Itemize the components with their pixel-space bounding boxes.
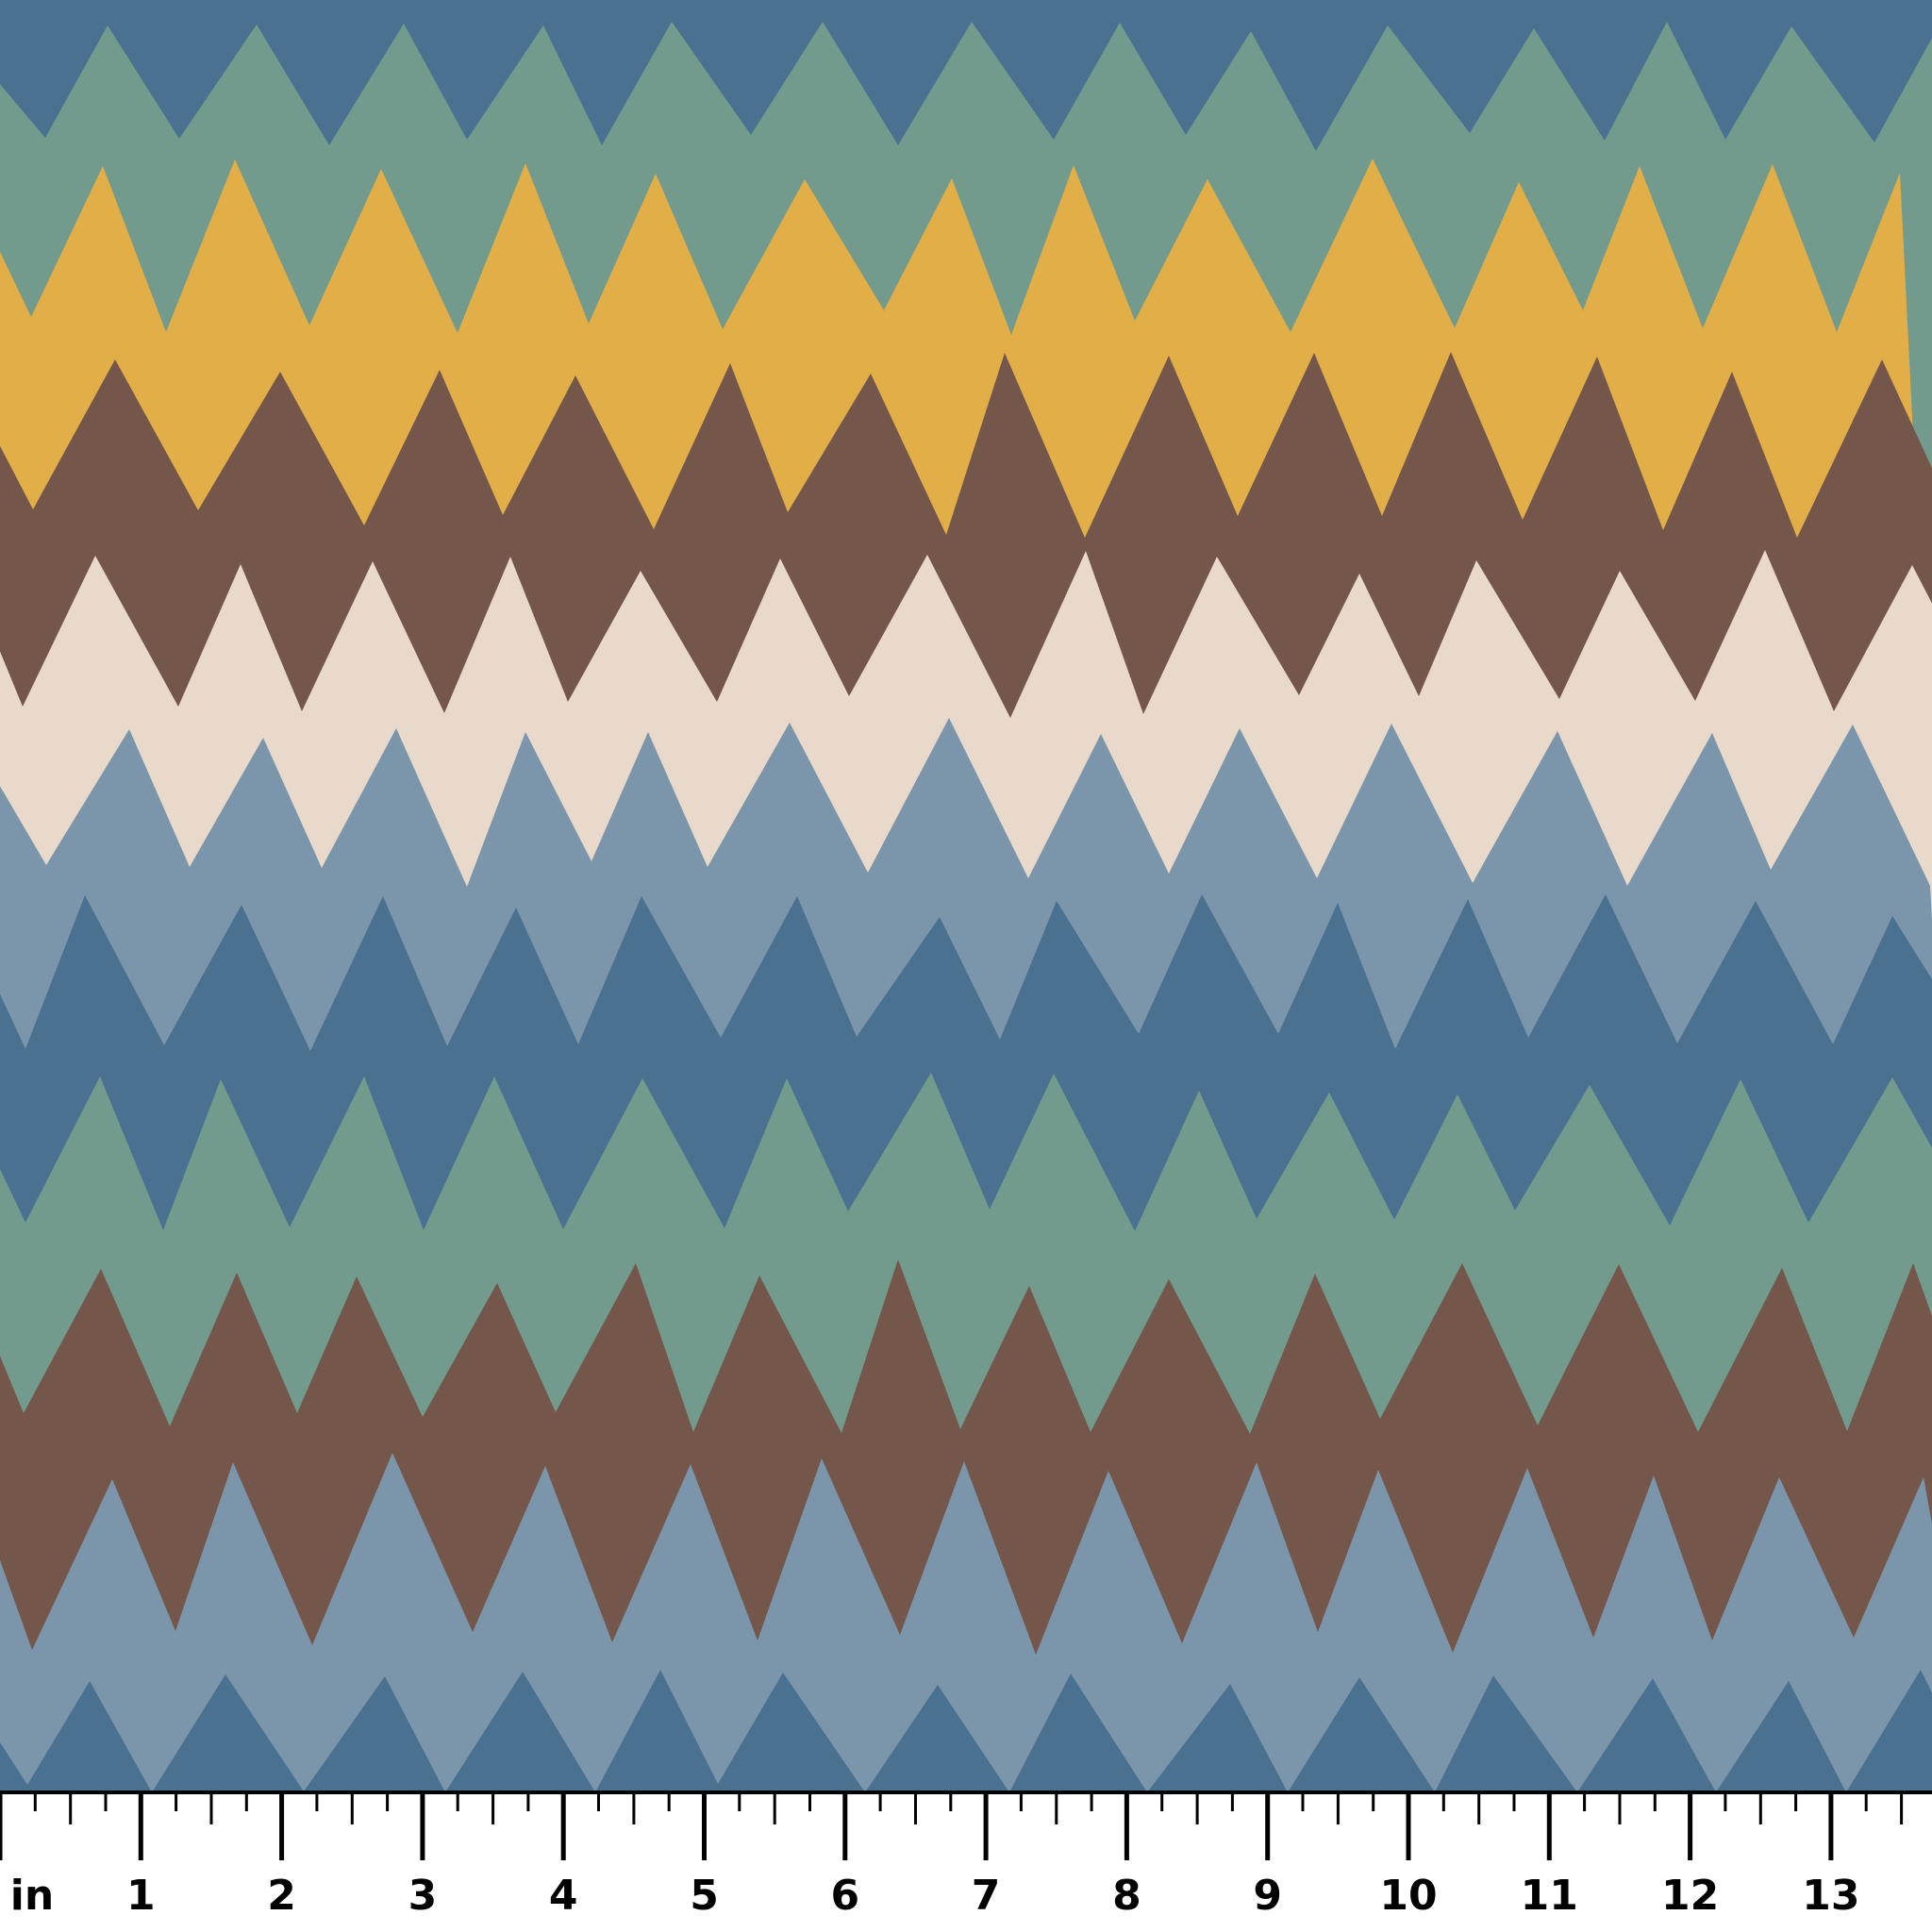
ruler-number: 1	[125, 1872, 156, 1920]
half-tick	[1055, 1790, 1058, 1824]
major-tick	[420, 1790, 425, 1860]
quarter-tick	[33, 1790, 37, 1811]
half-tick	[632, 1790, 636, 1824]
quarter-tick	[1230, 1790, 1234, 1811]
quarter-tick	[1794, 1790, 1798, 1811]
major-tick	[702, 1790, 707, 1860]
major-tick	[983, 1790, 989, 1860]
quarter-tick	[1724, 1790, 1727, 1811]
quarter-tick	[456, 1790, 459, 1811]
major-tick	[1688, 1790, 1693, 1860]
quarter-tick	[1019, 1790, 1023, 1811]
half-tick	[1195, 1790, 1199, 1824]
major-tick	[1124, 1790, 1129, 1860]
ruler-number: 12	[1660, 1872, 1720, 1920]
ruler-unit-label: in	[9, 1872, 55, 1920]
quarter-tick	[667, 1790, 671, 1811]
half-tick	[491, 1790, 495, 1824]
quarter-tick	[1864, 1790, 1868, 1811]
major-tick	[0, 1790, 3, 1860]
half-tick	[1758, 1790, 1762, 1824]
quarter-tick	[597, 1790, 600, 1811]
quarter-tick	[808, 1790, 811, 1811]
inch-ruler: in 1 2 3 4 5 6 7 8 9 10 11 12 13	[0, 1790, 1932, 1932]
major-tick	[1265, 1790, 1271, 1860]
major-tick	[1406, 1790, 1411, 1860]
quarter-tick	[526, 1790, 530, 1811]
half-tick	[1900, 1790, 1904, 1824]
ruler-number: 4	[548, 1872, 578, 1920]
zigzag-pattern	[0, 0, 1932, 1792]
half-tick	[1336, 1790, 1340, 1824]
half-tick	[1618, 1790, 1622, 1824]
ruler-number: 2	[267, 1872, 296, 1920]
quarter-tick	[244, 1790, 248, 1811]
quarter-tick	[386, 1790, 390, 1811]
quarter-tick	[1301, 1790, 1305, 1811]
ruler-number: 6	[830, 1872, 860, 1920]
ruler-number: 9	[1253, 1872, 1282, 1920]
half-tick	[914, 1790, 917, 1824]
ruler-number: 13	[1802, 1872, 1860, 1920]
quarter-tick	[1583, 1790, 1587, 1811]
band-9	[0, 1453, 1932, 1792]
quarter-tick	[1090, 1790, 1093, 1811]
band-10	[0, 1670, 1932, 1792]
quarter-tick	[1512, 1790, 1516, 1811]
ruler-number: 8	[1112, 1872, 1141, 1920]
quarter-tick	[1160, 1790, 1164, 1811]
ruler-ticks	[0, 1790, 1932, 1860]
quarter-tick	[949, 1790, 953, 1811]
ruler-line	[0, 1790, 1932, 1794]
quarter-tick	[878, 1790, 882, 1811]
major-tick	[842, 1790, 848, 1860]
ruler-number: 10	[1379, 1872, 1438, 1920]
ruler-number: 5	[690, 1872, 719, 1920]
ruler-number: 3	[408, 1872, 438, 1920]
quarter-tick	[738, 1790, 741, 1811]
major-tick	[1546, 1790, 1552, 1860]
ruler-number: 11	[1520, 1872, 1578, 1920]
quarter-tick	[1372, 1790, 1375, 1811]
major-tick	[1828, 1790, 1834, 1860]
half-tick	[209, 1790, 213, 1824]
half-tick	[773, 1790, 776, 1824]
half-tick	[1477, 1790, 1481, 1824]
quarter-tick	[175, 1790, 178, 1811]
quarter-tick	[1441, 1790, 1445, 1811]
half-tick	[350, 1790, 354, 1824]
major-tick	[138, 1790, 143, 1860]
quarter-tick	[1653, 1790, 1657, 1811]
quarter-tick	[104, 1790, 108, 1811]
quarter-tick	[315, 1790, 319, 1811]
ruler-number: 7	[971, 1872, 1001, 1920]
half-tick	[69, 1790, 73, 1824]
major-tick	[560, 1790, 566, 1860]
major-tick	[279, 1790, 285, 1860]
